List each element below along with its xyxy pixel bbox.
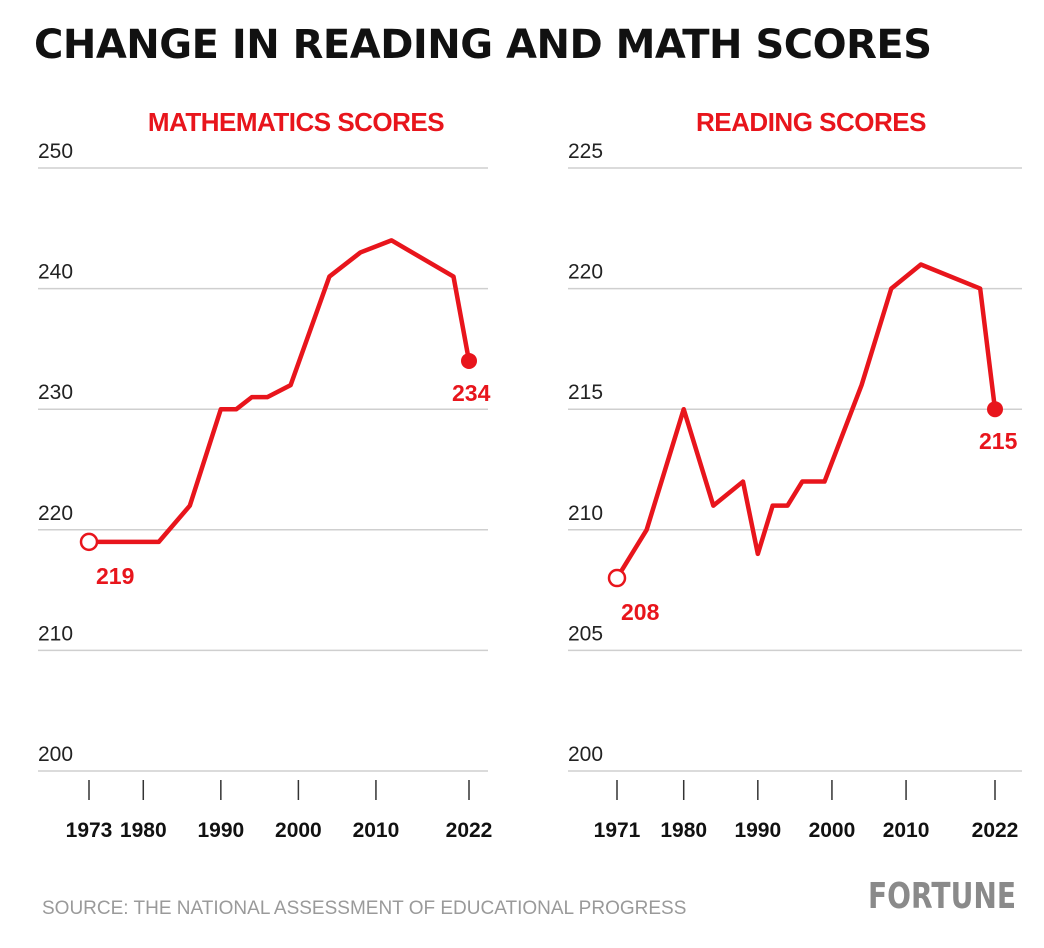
math-y-tick-label: 220 [38, 502, 73, 525]
math-chart: MATHEMATICS SCORES 250 240 230 220 210 200 1973… [38, 107, 492, 842]
reading-y-tick-label: 210 [568, 502, 603, 525]
math-end-marker [461, 352, 477, 369]
reading-x-tick-label: 1971 [594, 819, 641, 842]
reading-y-tick-label: 225 [568, 140, 603, 163]
reading-y-tick-label: 220 [568, 261, 603, 284]
reading-x-tick-label: 1990 [734, 819, 781, 842]
math-x-tick-label: 1980 [120, 819, 167, 842]
reading-y-tick-label: 200 [568, 743, 603, 766]
math-start-label: 219 [96, 563, 134, 589]
math-x-tick-label: 1973 [66, 819, 113, 842]
reading-y-tick-label: 215 [568, 381, 603, 404]
math-x-tick-label: 2000 [275, 819, 322, 842]
math-chart-title: MATHEMATICS SCORES [148, 107, 444, 137]
math-series-line [86, 238, 472, 545]
page-title: CHANGE IN READING AND MATH SCORES [34, 22, 932, 68]
math-x-tick-label: 2010 [353, 819, 400, 842]
reading-y-tick-label: 205 [568, 622, 603, 645]
brand-logo: FORTUNE [868, 876, 1017, 917]
reading-start-label: 208 [621, 599, 660, 625]
math-y-tick-label: 210 [38, 622, 73, 645]
math-x-tick-label: 2022 [446, 819, 493, 842]
reading-end-label: 215 [979, 428, 1018, 454]
math-end-label: 234 [452, 380, 491, 406]
reading-x-tick-label: 2010 [883, 819, 930, 842]
math-y-tick-label: 240 [38, 261, 73, 284]
math-start-marker [79, 532, 99, 552]
math-x-tick-label: 1990 [197, 819, 244, 842]
reading-x-tick-label: 2022 [972, 819, 1019, 842]
source-note: SOURCE: THE NATIONAL ASSESSMENT OF EDUCA… [42, 898, 687, 919]
reading-x-tick-label: 2000 [809, 819, 856, 842]
reading-chart-title: READING SCORES [696, 107, 926, 137]
reading-x-tick-label: 1980 [660, 819, 707, 842]
math-y-tick-label: 200 [38, 743, 73, 766]
reading-chart: READING SCORES 225 220 215 210 205 200 1971 1980… [568, 107, 1022, 842]
reading-end-marker [987, 401, 1003, 418]
math-y-tick-label: 250 [38, 140, 73, 163]
reading-start-marker [607, 568, 627, 588]
math-y-tick-label: 230 [38, 381, 73, 404]
reading-series-line [614, 262, 998, 581]
